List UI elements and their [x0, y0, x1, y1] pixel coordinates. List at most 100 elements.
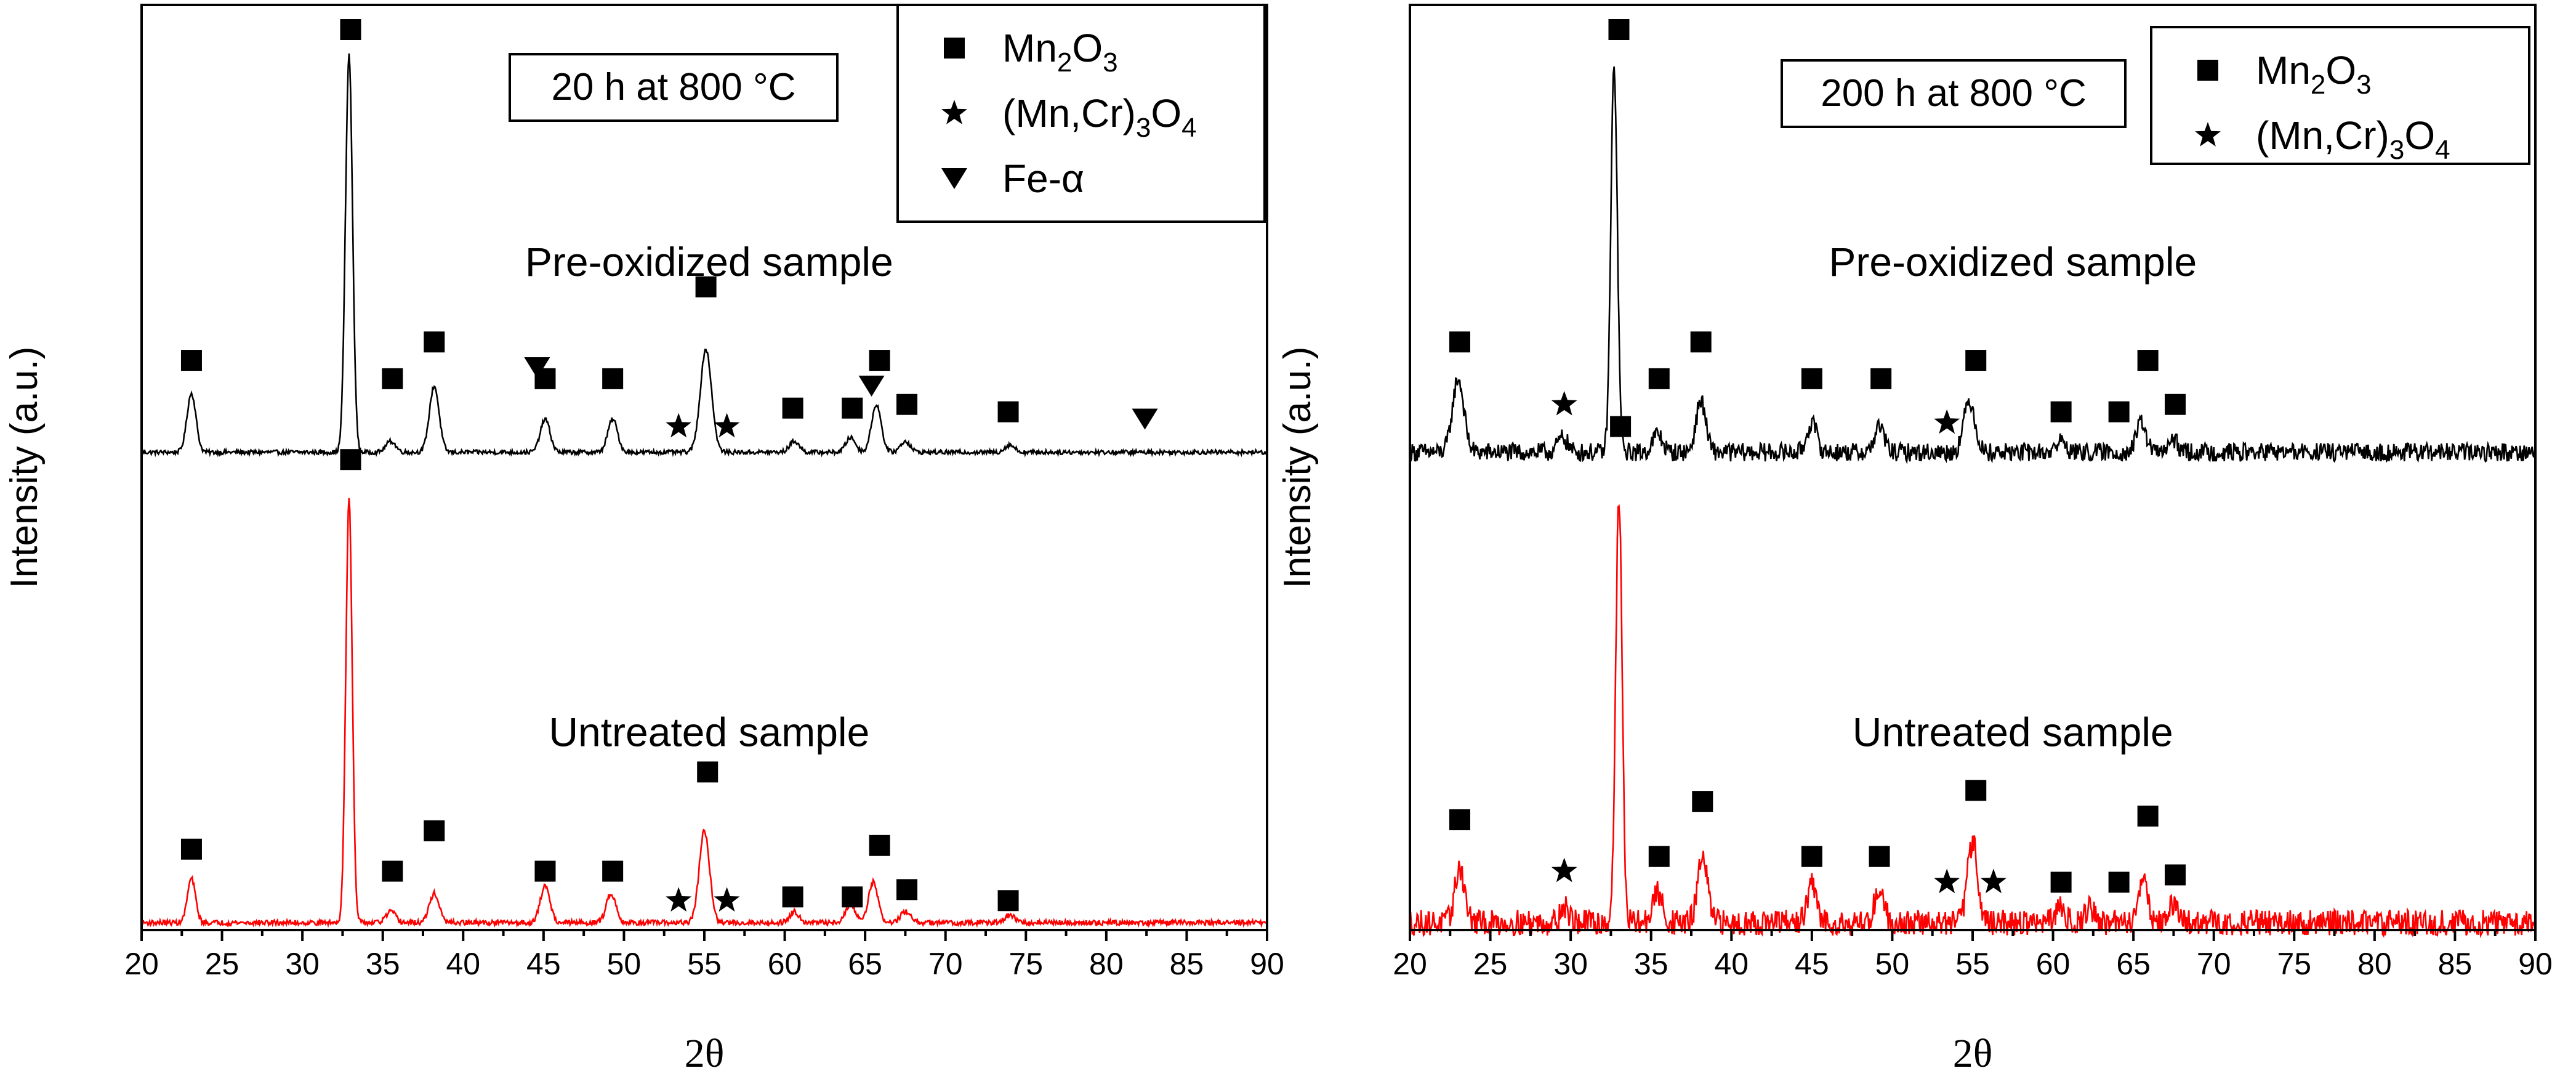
x-tick-label: 70 [2197, 947, 2231, 981]
spectrum-line-untreated-sample [1409, 504, 2537, 939]
peak-marker-square-1-12 [2137, 806, 2159, 827]
peak-marker-square-1-11 [2108, 872, 2130, 893]
peak-marker-star-1-8 [714, 887, 740, 912]
x-tick-label: 80 [2357, 947, 2392, 981]
peak-marker-square-0-6 [602, 368, 624, 389]
legend-label: (Mn,Cr)3O4 [1002, 91, 1197, 143]
x-tick-label: 70 [928, 947, 963, 981]
peak-marker-square-0-2 [382, 368, 403, 389]
x-tick-label: 65 [848, 947, 882, 981]
x-tick-label: 60 [2036, 947, 2071, 981]
peak-marker-square-1-0 [180, 838, 202, 860]
x-tick-label: 45 [526, 947, 561, 981]
x-tick-label: 20 [124, 947, 159, 981]
peak-marker-square-1-1 [340, 449, 361, 471]
peak-marker-square-1-3 [1648, 846, 1670, 867]
peak-marker-square-0-11 [842, 397, 863, 419]
spectrum-line-untreated-sample [140, 498, 1268, 928]
legend-symbol-square [944, 38, 965, 59]
x-tick-label: 35 [1634, 947, 1668, 981]
peak-marker-square-1-7 [697, 761, 718, 783]
x-tick-label: 90 [2518, 947, 2553, 981]
peak-marker-triangle-0-4 [524, 357, 550, 378]
peak-marker-square-0-4 [1690, 331, 1712, 353]
legend-symbol-star [941, 100, 967, 124]
peak-marker-square-0-0 [1449, 331, 1470, 353]
peak-marker-square-1-10 [842, 886, 863, 908]
peak-marker-triangle-0-16 [1132, 408, 1158, 430]
x-tick-label: 75 [2277, 947, 2311, 981]
x-tick-label: 50 [607, 947, 642, 981]
series-label: Untreated sample [1853, 710, 2173, 755]
spectrum-line-pre-oxidized-sample [1409, 66, 2537, 464]
peak-marker-square-0-8 [695, 276, 717, 297]
peak-marker-star-0-7 [1934, 409, 1960, 434]
peak-marker-square-1-9 [782, 886, 803, 908]
x-tick-label: 35 [366, 947, 400, 981]
peak-marker-square-1-13 [997, 890, 1019, 912]
x-tick-label: 90 [1250, 947, 1284, 981]
peak-marker-square-1-2 [382, 860, 403, 882]
peak-marker-square-1-3 [424, 820, 445, 841]
peak-marker-square-1-5 [602, 860, 624, 882]
y-axis-title: Intensity (a.u.) [1276, 347, 1319, 589]
x-tick-label: 65 [2116, 947, 2151, 981]
condition-label: 20 h at 800 °C [551, 66, 795, 108]
peak-marker-square-1-5 [1801, 846, 1822, 867]
peak-marker-square-0-1 [340, 19, 361, 40]
condition-label: 200 h at 800 °C [1821, 72, 2087, 115]
peak-marker-square-0-5 [1801, 368, 1822, 389]
peak-marker-square-0-3 [424, 331, 445, 353]
peak-marker-square-1-4 [534, 860, 556, 882]
peak-marker-square-0-14 [896, 394, 918, 415]
x-axis-title: 2θ [685, 1031, 725, 1076]
series-label: Pre-oxidized sample [525, 239, 893, 285]
x-tick-label: 25 [1473, 947, 1508, 981]
peak-marker-square-0-15 [997, 401, 1019, 423]
x-tick-label: 85 [2438, 947, 2473, 981]
right-panel-200h: Pre-oxidized sample Untreated sample 20 25 3… [1276, 4, 2553, 1076]
condition-box [509, 53, 839, 122]
peak-marker-square-1-6 [1869, 846, 1890, 867]
left-panel-20h: Pre-oxidized sample Untreated sample 20 25 3… [3, 4, 1284, 1076]
peak-marker-square-1-12 [896, 879, 918, 900]
peak-marker-square-1-8 [1965, 780, 1987, 801]
peak-marker-square-0-2 [1608, 19, 1630, 40]
x-tick-label: 60 [768, 947, 802, 981]
legend-label: Mn2O3 [2256, 48, 2372, 100]
peak-marker-star-1-7 [1934, 868, 1960, 894]
x-axis-title: 2θ [1953, 1031, 1993, 1076]
x-tick-label: 20 [1393, 947, 1427, 981]
legend-symbol-square [2197, 60, 2218, 81]
peak-marker-star-0-9 [714, 413, 740, 438]
x-tick-label: 55 [1955, 947, 1990, 981]
peak-marker-square-0-12 [2165, 394, 2186, 415]
series-label: Pre-oxidized sample [1829, 239, 2197, 285]
peak-marker-star-1-6 [666, 887, 692, 912]
legend-label: Fe-α [1002, 156, 1084, 201]
peak-marker-square-1-0 [1449, 809, 1470, 830]
peak-marker-square-0-8 [1965, 350, 1987, 371]
peak-marker-square-0-13 [869, 350, 890, 371]
x-tick-label: 55 [687, 947, 722, 981]
x-tick-label: 50 [1875, 947, 1910, 981]
x-tick-label: 85 [1170, 947, 1204, 981]
peak-marker-triangle-0-12 [858, 375, 885, 397]
peak-marker-square-1-10 [2050, 872, 2072, 893]
legend-symbol-down-triangle [941, 168, 967, 189]
peak-marker-square-0-10 [2108, 401, 2130, 423]
peak-marker-square-0-3 [1648, 368, 1670, 389]
peak-marker-star-1-1 [1551, 857, 1577, 883]
peak-marker-star-1-9 [1981, 868, 2006, 894]
peak-marker-square-1-11 [869, 835, 890, 856]
x-tick-label: 30 [285, 947, 320, 981]
peak-marker-square-1-2 [1610, 416, 1632, 437]
peak-marker-square-1-13 [2165, 864, 2186, 886]
peak-marker-square-1-4 [1692, 791, 1713, 812]
x-tick-label: 80 [1089, 947, 1124, 981]
peak-marker-square-0-9 [2050, 401, 2072, 423]
x-tick-label: 40 [1714, 947, 1749, 981]
legend-label: Mn2O3 [1002, 26, 1118, 78]
spectrum-line-pre-oxidized-sample [140, 53, 1268, 458]
